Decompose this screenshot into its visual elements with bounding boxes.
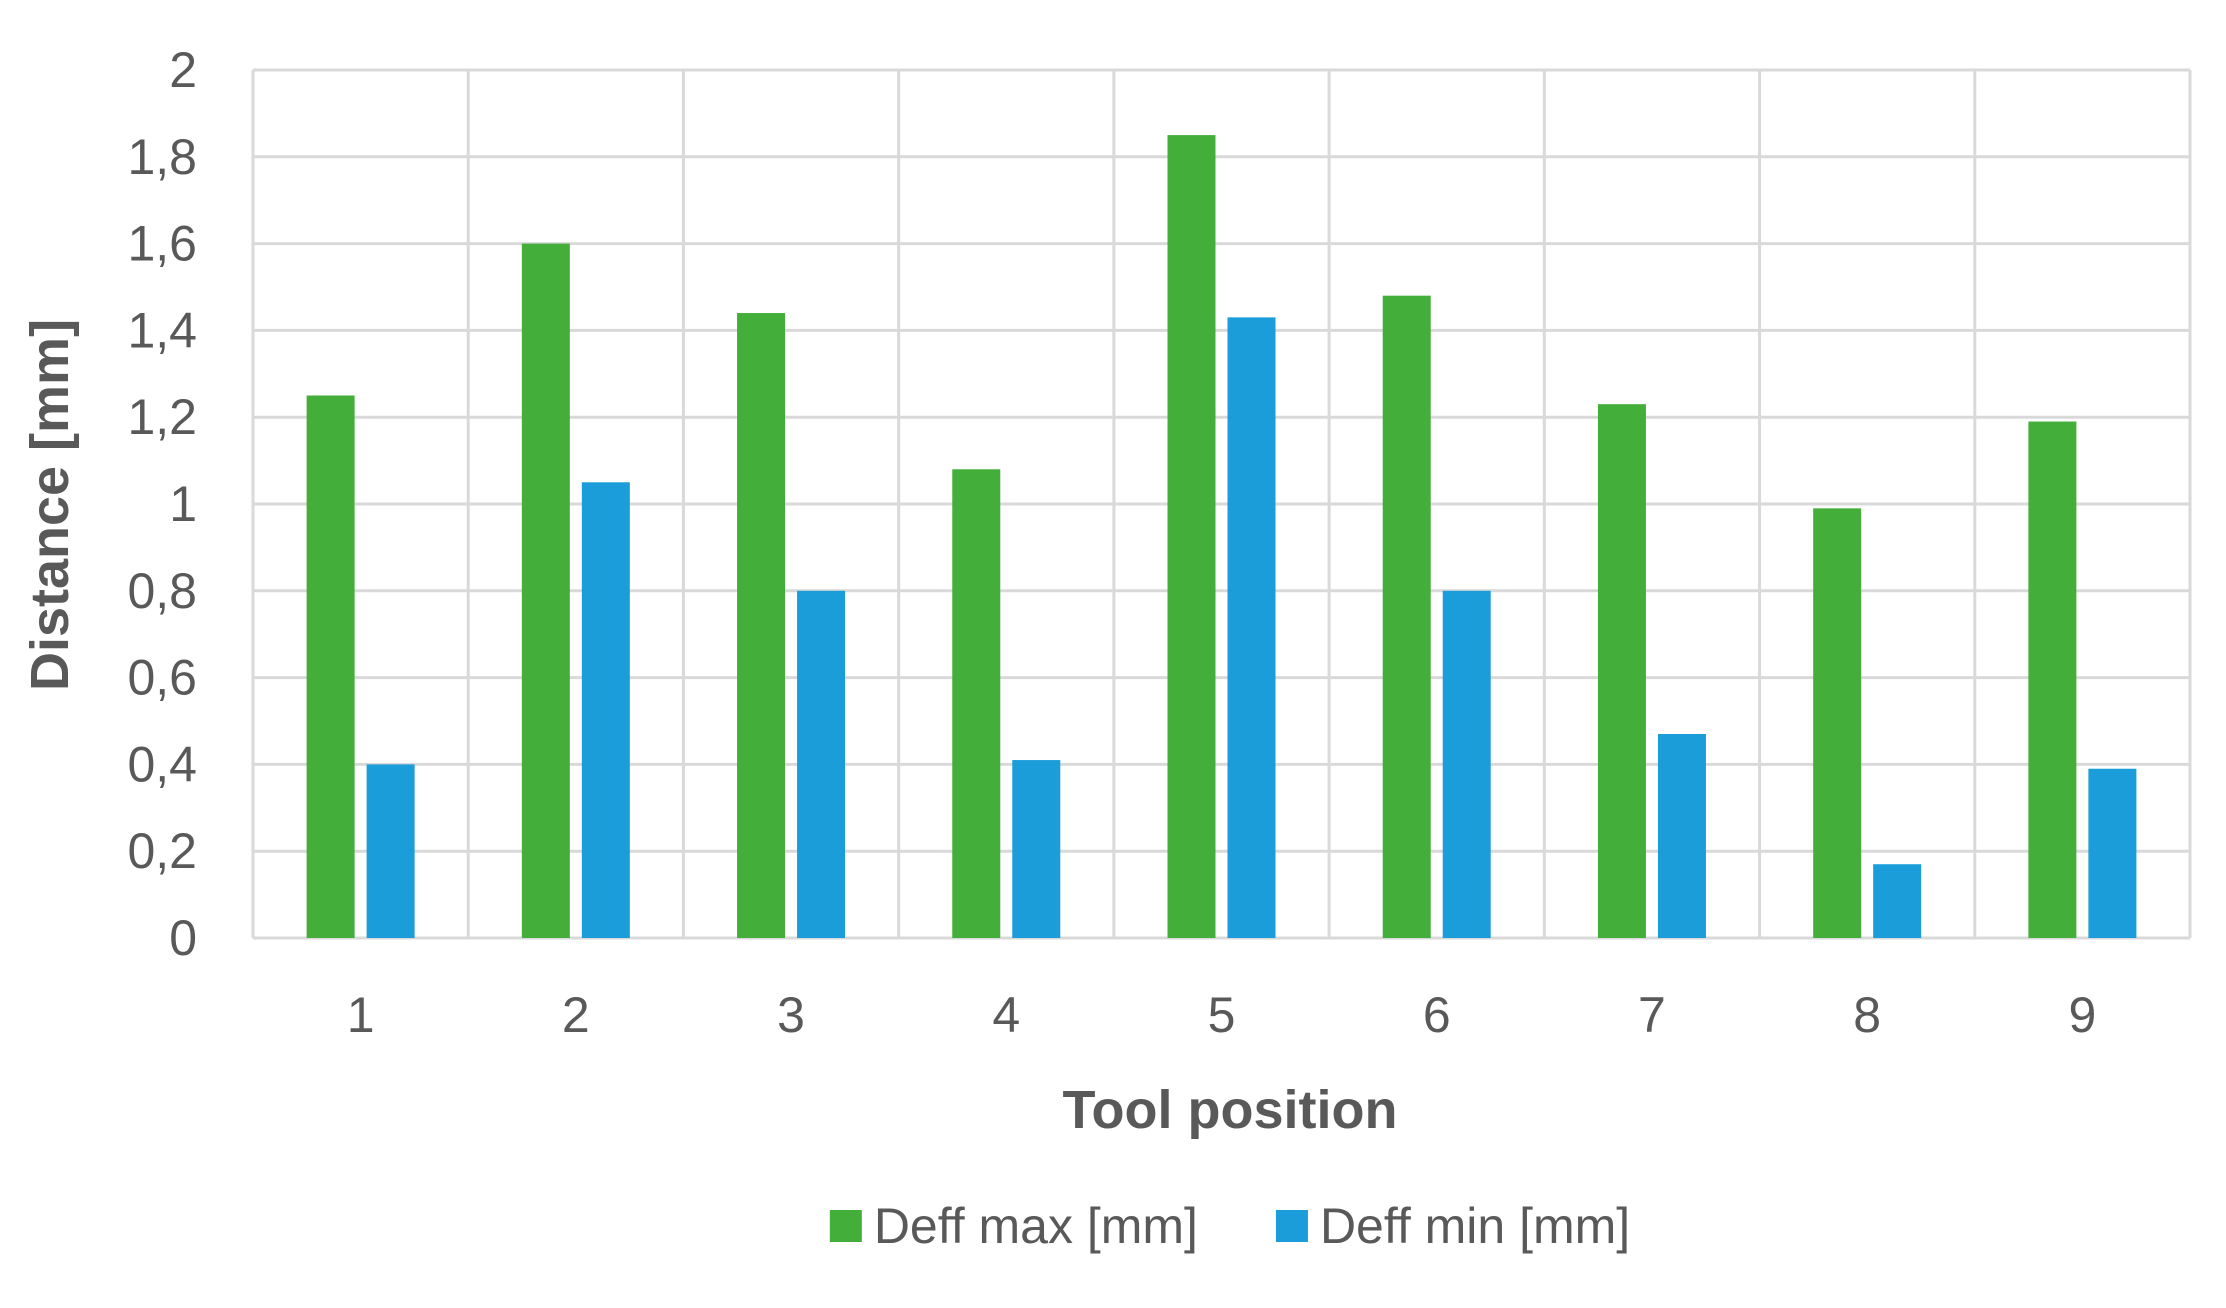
x-tick-label: 3 [777, 987, 805, 1043]
x-tick-label: 7 [1638, 987, 1666, 1043]
legend-swatch [829, 1210, 862, 1242]
bar-series-1-1 [306, 395, 355, 938]
x-tick-label: 5 [1208, 987, 1236, 1043]
x-tick-label: 6 [1423, 987, 1451, 1043]
bar-series-1-3 [737, 313, 786, 938]
x-tick-label: 2 [562, 987, 590, 1043]
bar-series-2-1 [366, 764, 415, 938]
grid [251, 68, 2192, 940]
x-axis-title: Tool position [1063, 1080, 1398, 1140]
y-tick-label: 0 [169, 910, 197, 966]
bar-series-2-4 [1012, 760, 1061, 938]
legend-item: Deff max [mm] [829, 1198, 1198, 1254]
y-tick-label: 2 [169, 42, 197, 98]
y-tick-label: 1 [169, 476, 197, 532]
legend-item: Deff min [mm] [1275, 1198, 1630, 1254]
bar-series-2-5 [1227, 317, 1276, 938]
bar-series-1-2 [521, 243, 570, 939]
legend-label: Deff max [mm] [874, 1198, 1198, 1254]
bar-series-1-4 [952, 469, 1001, 938]
x-axis-ticks: 1 2 3 4 5 6 7 8 9 [347, 987, 2097, 1043]
y-axis-title: Distance [mm] [20, 319, 80, 691]
y-tick-label: 1,2 [127, 389, 197, 445]
bar-series-2-7 [1657, 734, 1706, 938]
y-tick-label: 0,4 [127, 736, 197, 792]
bar-series-1-9 [2028, 421, 2077, 938]
x-tick-label: 1 [347, 987, 375, 1043]
x-tick-label: 9 [2068, 987, 2096, 1043]
y-axis-ticks: 0 0,2 0,4 0,6 0,8 1 1,2 1,4 1,6 1,8 2 [127, 42, 197, 966]
bar-series-1-7 [1597, 404, 1646, 938]
bars [306, 135, 2137, 939]
x-tick-label: 8 [1853, 987, 1881, 1043]
bar-series-2-6 [1442, 590, 1491, 938]
y-tick-label: 0,8 [127, 563, 197, 619]
y-tick-label: 1,4 [127, 302, 197, 358]
y-tick-label: 0,6 [127, 650, 197, 706]
bar-series-2-8 [1873, 864, 1922, 938]
y-tick-label: 0,2 [127, 823, 197, 879]
bar-series-1-8 [1813, 508, 1862, 938]
legend-label: Deff min [mm] [1320, 1198, 1630, 1254]
bar-series-1-5 [1167, 135, 1216, 939]
bar-series-1-6 [1382, 295, 1431, 938]
y-tick-label: 1,8 [127, 129, 197, 185]
bar-series-2-2 [581, 482, 630, 938]
x-tick-label: 4 [992, 987, 1020, 1043]
y-tick-label: 1,6 [127, 216, 197, 272]
bar-series-2-3 [797, 590, 846, 938]
legend-swatch [1275, 1210, 1308, 1242]
legend: Deff max [mm] Deff min [mm] [829, 1198, 1630, 1254]
bar-series-2-9 [2088, 768, 2137, 938]
